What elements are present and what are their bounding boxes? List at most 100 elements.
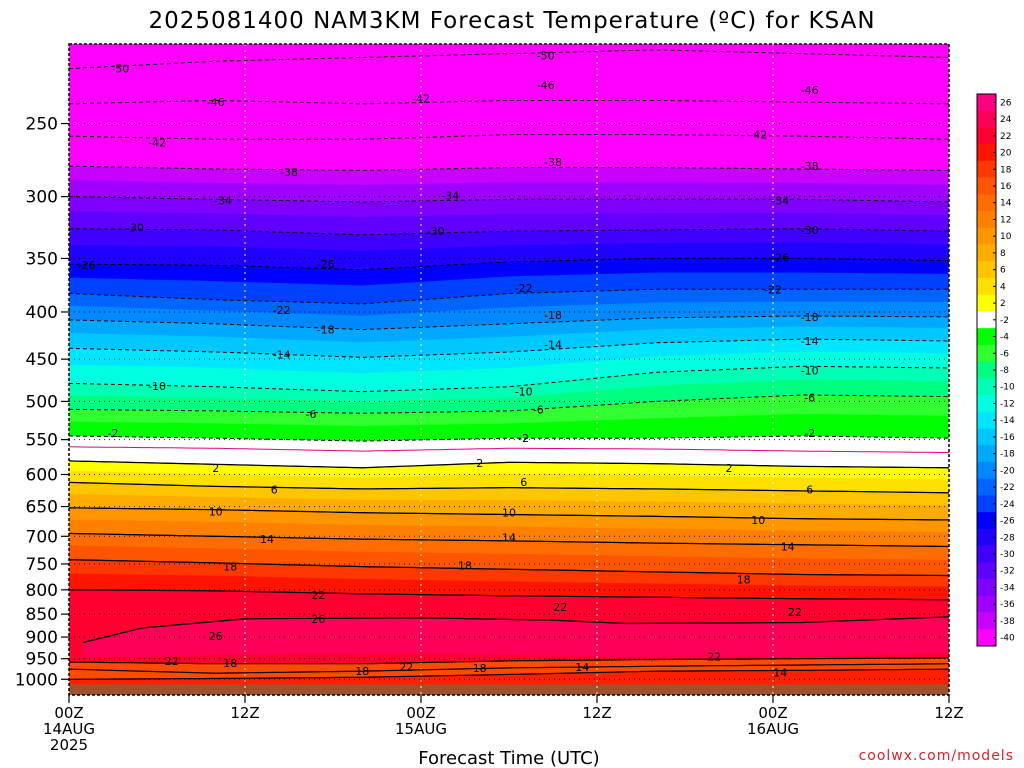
colorbar-tick-label: 2 <box>1000 299 1006 309</box>
contour-label: -42 <box>148 136 166 149</box>
contour-label: 18 <box>223 561 237 574</box>
colorbar-swatch <box>977 227 996 245</box>
x-axis-label: Forecast Time (UTC) <box>418 748 599 768</box>
y-tick-label: 600 <box>26 466 58 486</box>
grid-lines <box>69 44 949 695</box>
isotherm-26 <box>83 616 949 644</box>
colorbar-tick-label: 20 <box>1000 149 1012 159</box>
contour-label: -6 <box>533 403 544 416</box>
band-warm-core <box>83 616 949 657</box>
colorbar-tick-label: -26 <box>1000 517 1015 527</box>
colorbar-swatch <box>977 395 996 413</box>
colorbar-tick-label: -32 <box>1000 567 1015 577</box>
contour-label: -10 <box>515 386 533 399</box>
y-tick-label: 300 <box>26 188 58 208</box>
ground-band <box>69 684 949 695</box>
y-tick-label: 900 <box>26 628 58 648</box>
contour-label: 22 <box>311 589 325 602</box>
contour-label: 10 <box>751 514 765 527</box>
x-tick-label: 12Z <box>934 704 963 722</box>
colorbar-tick-label: 18 <box>1000 165 1012 175</box>
contour-label: -26 <box>78 259 96 272</box>
x-tick-label: 14AUG <box>43 720 95 738</box>
colorbar-tick-label: -8 <box>1000 366 1009 376</box>
contour-label: -30 <box>801 224 819 237</box>
colorbar-tick-label: 10 <box>1000 232 1012 242</box>
x-tick-label: 00Z <box>406 704 435 722</box>
contour-label: -10 <box>801 365 819 378</box>
contour-label: -42 <box>749 129 767 142</box>
y-tick-label: 850 <box>26 605 58 625</box>
contour-label: 22 <box>553 601 567 614</box>
colorbar-swatch <box>977 294 996 312</box>
contour-label: 22 <box>399 661 413 674</box>
contour-label: 14 <box>260 533 274 546</box>
colorbar-swatch <box>977 177 996 195</box>
contour-label: -14 <box>273 349 291 362</box>
colorbar-swatch <box>977 344 996 362</box>
isotherm-2 <box>69 460 949 469</box>
colorbar-swatch <box>977 411 996 429</box>
contour-label: -18 <box>317 324 335 337</box>
colorbar-tick-label: 12 <box>1000 215 1011 225</box>
contour-label: -6 <box>306 408 317 421</box>
colorbar-tick-label: -36 <box>1000 600 1015 610</box>
colorbar-tick-label: 24 <box>1000 115 1012 125</box>
contour-label: -34 <box>771 195 789 208</box>
y-tick-label: 450 <box>26 350 58 370</box>
contour-label: 6 <box>806 484 813 497</box>
colorbar-tick-label: -28 <box>1000 533 1015 543</box>
colorbar-swatch <box>977 528 996 546</box>
contour-label: -50 <box>111 63 129 76</box>
colorbar-swatch <box>977 629 996 647</box>
colorbar-tick-label: 6 <box>1000 266 1006 276</box>
x-tick-label: 00Z <box>758 704 787 722</box>
contour-label: -26 <box>771 251 789 264</box>
contour-label: -18 <box>544 309 562 322</box>
colorbar-tick-label: -4 <box>1000 333 1009 343</box>
contour-label: -22 <box>515 282 533 295</box>
colorbar-tick-label: 14 <box>1000 199 1012 209</box>
contour-label: -2 <box>108 427 119 440</box>
colorbar-tick-label: 4 <box>1000 282 1006 292</box>
contour-label: -2 <box>518 432 529 445</box>
contour-label: 6 <box>520 476 527 489</box>
colorbar-swatch <box>977 378 996 396</box>
colorbar-tick-label: -14 <box>1000 416 1015 426</box>
contour-label: -38 <box>544 156 562 169</box>
low-level-isotherm-2 <box>69 668 949 680</box>
contour-label: 2 <box>726 462 733 475</box>
contour-label: 6 <box>271 484 278 497</box>
contour-label: -42 <box>412 93 430 106</box>
contour-label: -14 <box>801 335 819 348</box>
colorbar-swatch <box>977 428 996 446</box>
y-axis: 250 300 350 400 450 500 550 600 650 700 750 800 850 9… <box>15 115 69 690</box>
colorbar-swatch <box>977 612 996 630</box>
colorbar-swatch <box>977 261 996 279</box>
colorbar-swatch <box>977 562 996 580</box>
colorbar-tick-label: -38 <box>1000 617 1015 627</box>
plot-frame <box>68 43 950 696</box>
y-tick-label: 350 <box>26 249 58 269</box>
contour-label: 18 <box>737 574 751 587</box>
colorbar-tick-label: 26 <box>1000 98 1012 108</box>
contour-label: -26 <box>317 258 335 271</box>
contour-label: -6 <box>804 391 815 404</box>
contour-label: -18 <box>801 311 819 324</box>
y-tick-label: 650 <box>26 498 58 518</box>
contour-label: 18 <box>473 662 487 675</box>
isotherm-18 <box>69 559 949 577</box>
isotherm-22 <box>69 589 949 601</box>
colorbar-swatch <box>977 278 996 296</box>
contour-label: -30 <box>126 222 144 235</box>
y-tick-label: 550 <box>26 431 58 451</box>
x-tick-label: 15AUG <box>395 720 447 738</box>
colorbar-tick-label: -10 <box>1000 383 1015 393</box>
y-tick-label: 700 <box>26 527 58 547</box>
contour-label: 22 <box>707 651 721 664</box>
contour-label: -46 <box>537 79 555 92</box>
y-tick-label: 500 <box>26 392 58 412</box>
colorbar-tick-label: -2 <box>1000 316 1009 326</box>
